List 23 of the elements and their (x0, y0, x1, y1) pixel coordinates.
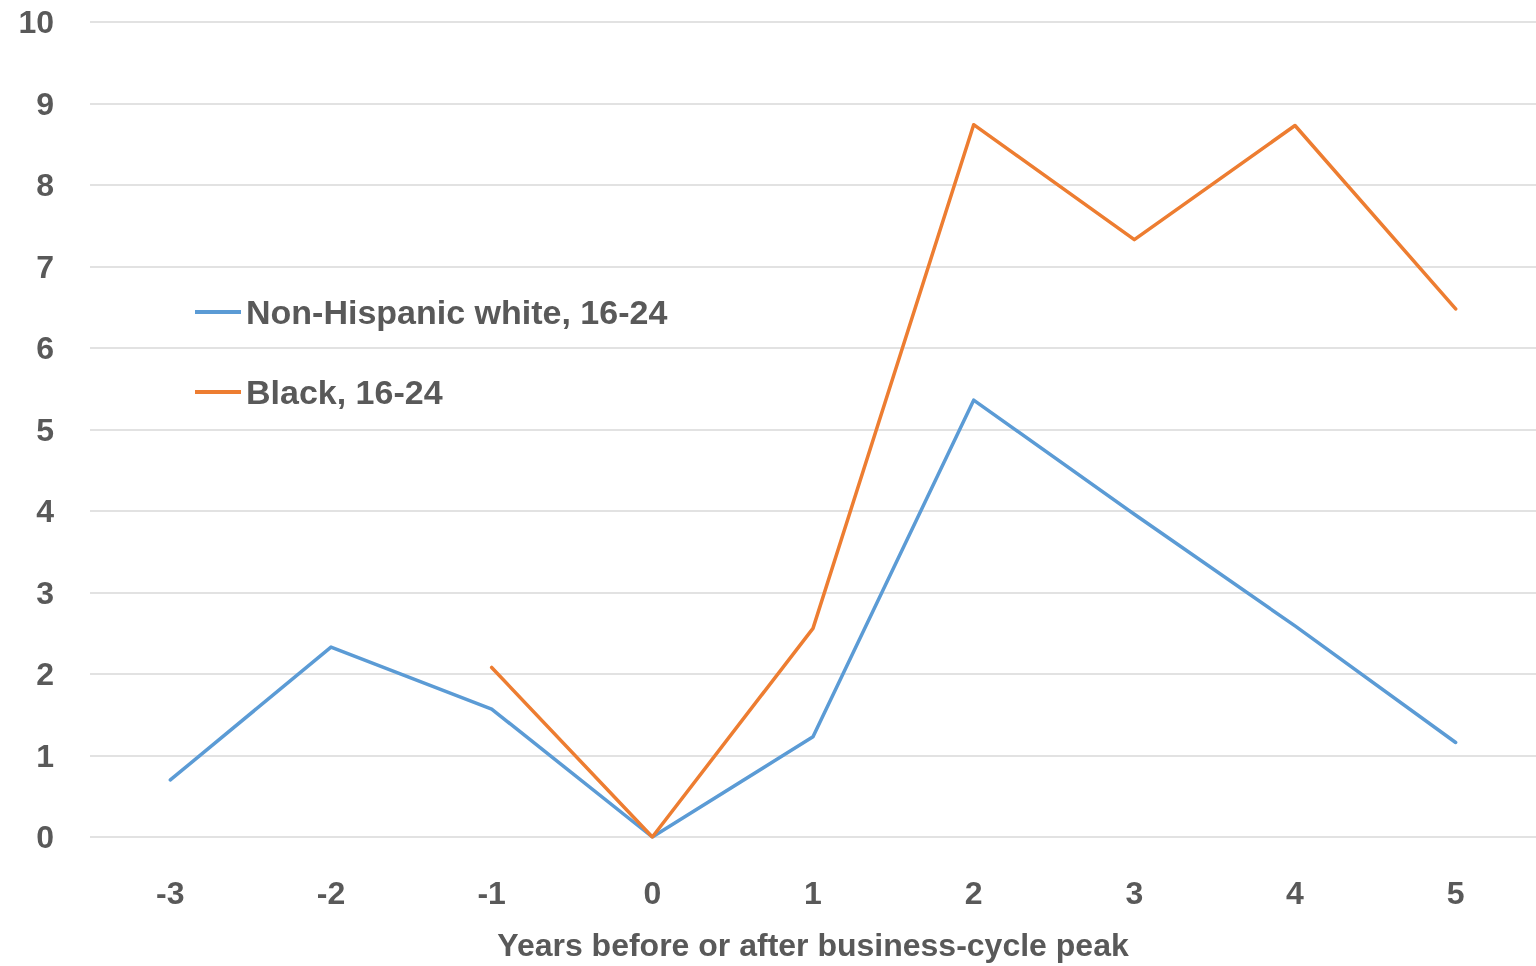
x-tick-label: -1 (477, 875, 506, 911)
y-tick-label: 3 (36, 574, 54, 611)
x-tick-label: -2 (316, 875, 346, 911)
x-tick-label: 5 (1446, 875, 1465, 911)
y-tick-label: 8 (36, 167, 54, 203)
x-tick-label: 0 (643, 875, 662, 911)
x-tick-label: 2 (964, 875, 983, 911)
y-tick-label: 9 (36, 85, 54, 122)
legend-label: Black, 16-24 (246, 373, 443, 411)
y-tick-label: 5 (36, 411, 54, 448)
x-tick-label: 3 (1125, 875, 1144, 911)
y-tick-label: 6 (36, 330, 54, 366)
x-axis-title: Years before or after business-cycle peak (497, 927, 1129, 963)
y-tick-label: 10 (18, 4, 54, 40)
y-tick-label: 7 (36, 248, 54, 285)
y-tick-label: 2 (36, 656, 54, 692)
x-tick-label: 4 (1286, 875, 1305, 911)
y-tick-label: 0 (36, 819, 54, 855)
x-tick-label: 1 (804, 875, 822, 911)
legend-label: Non-Hispanic white, 16-24 (246, 293, 668, 331)
x-tick-label: -3 (156, 875, 185, 911)
y-tick-label: 1 (36, 737, 54, 774)
y-tick-label: 4 (36, 493, 55, 529)
